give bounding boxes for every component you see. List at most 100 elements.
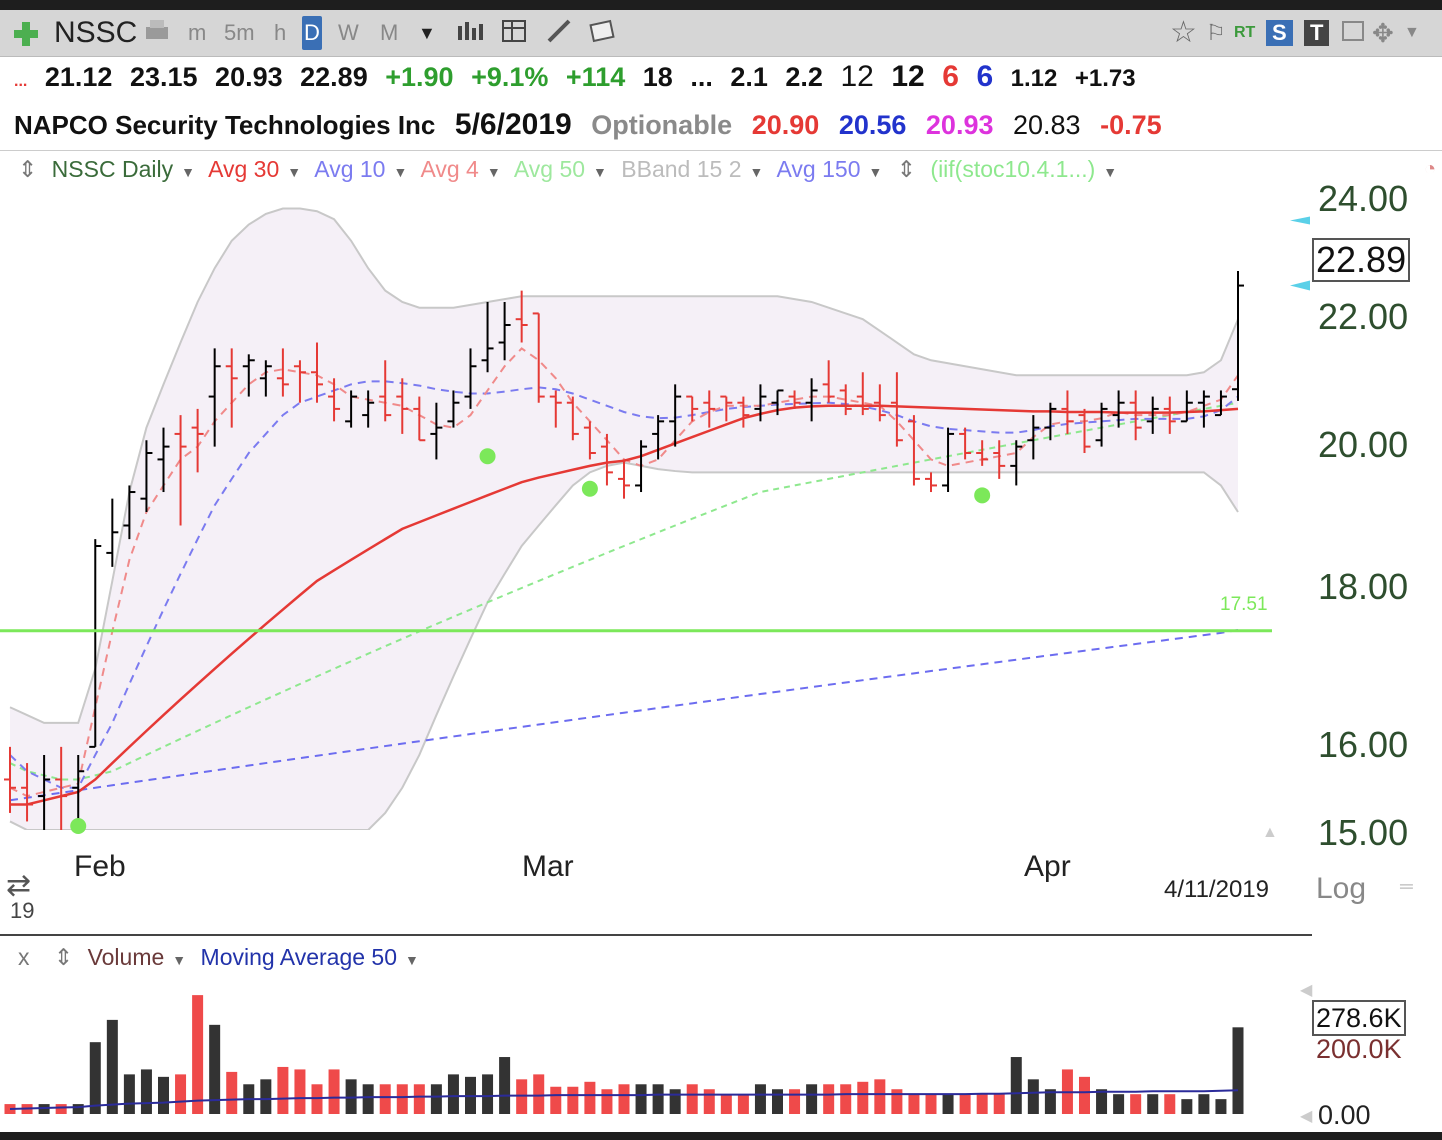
- volume-bar: [379, 1084, 391, 1114]
- ohlc-bar: [1163, 396, 1176, 434]
- bar-chart-icon[interactable]: [454, 16, 484, 50]
- s-menu-button[interactable]: S: [1266, 20, 1293, 46]
- legend-avg4-dropdown-icon[interactable]: ▼: [486, 164, 501, 180]
- symbol-label[interactable]: NSSC: [54, 16, 138, 49]
- ohlc-bar: [788, 390, 801, 409]
- legend-series[interactable]: NSSC Daily: [51, 156, 174, 182]
- volume-bar: [192, 995, 204, 1114]
- legend-avg30-dropdown-icon[interactable]: ▼: [287, 164, 302, 180]
- legend-avg150-dropdown-icon[interactable]: ▼: [868, 164, 883, 180]
- volume-bar: [499, 1057, 511, 1114]
- volume-bar: [550, 1086, 562, 1114]
- volume-bar: [976, 1094, 988, 1114]
- menu-dropdown-icon[interactable]: ▼: [1404, 24, 1420, 41]
- signal-dot: [479, 448, 496, 465]
- panel-separator[interactable]: [0, 934, 1312, 936]
- p4-value: 20.83: [1013, 110, 1081, 140]
- field-v7: 6: [942, 60, 959, 93]
- volume-ma-dropdown-icon[interactable]: ▼: [405, 952, 419, 968]
- interval-dropdown-icon[interactable]: ▼: [418, 23, 436, 43]
- volume-bar: [1096, 1089, 1108, 1114]
- scale-mode-label[interactable]: Log: [1316, 872, 1367, 905]
- volume-bar: [430, 1084, 442, 1114]
- refresh-icon[interactable]: ⇄: [6, 869, 32, 902]
- high-value: 23.15: [129, 62, 198, 92]
- volume-bar: [482, 1074, 494, 1114]
- interval-w-button[interactable]: W: [338, 20, 359, 45]
- ohlc-bar: [191, 408, 204, 473]
- volume-close-icon[interactable]: x: [18, 944, 30, 970]
- window-icon[interactable]: [1340, 16, 1366, 50]
- volume-bar: [1027, 1079, 1039, 1114]
- legend-avg10-dropdown-icon[interactable]: ▼: [393, 164, 408, 180]
- ohlc-bar: [106, 498, 119, 567]
- legend-avg50-dropdown-icon[interactable]: ▼: [593, 164, 607, 180]
- volume-bar: [413, 1084, 425, 1114]
- legend-avg150[interactable]: Avg 150: [776, 156, 861, 182]
- add-symbol-plus-icon[interactable]: [12, 20, 40, 48]
- ohlc-bar: [1061, 390, 1074, 434]
- ohlc-bar: [89, 539, 102, 748]
- volume-series-label[interactable]: Volume: [87, 944, 165, 970]
- legend-avg30[interactable]: Avg 30: [208, 156, 280, 182]
- ohlc-bar: [430, 402, 443, 460]
- signal-dot: [581, 480, 598, 497]
- legend-sort-icon[interactable]: ⇕: [18, 156, 38, 182]
- legend-formula[interactable]: (iif(stoc10.4.1...): [930, 156, 1096, 182]
- ohlc-bar: [532, 312, 545, 403]
- ohlc-bar: [481, 301, 494, 373]
- favorite-star-icon[interactable]: ☆: [1170, 16, 1197, 49]
- volume-chart[interactable]: [0, 940, 1442, 1130]
- field-v3: 2.1: [730, 62, 768, 92]
- corner-settings-icon[interactable]: ◔: [1424, 158, 1437, 180]
- legend-avg50[interactable]: Avg 50: [513, 156, 586, 182]
- interval-h-button[interactable]: h: [274, 20, 287, 45]
- interval-m-button[interactable]: m: [188, 20, 207, 45]
- volume-bar: [175, 1074, 187, 1114]
- scroll-up-icon[interactable]: ▲: [1262, 824, 1278, 841]
- ohlc-bar: [140, 440, 153, 513]
- grid-settings-icon[interactable]: [500, 16, 530, 50]
- ohlc-bar: [276, 348, 289, 397]
- move-cross-icon[interactable]: ✥: [1372, 18, 1394, 48]
- volume-sort-icon[interactable]: ⇕: [53, 944, 74, 970]
- printer-icon[interactable]: [142, 16, 172, 50]
- t-menu-button[interactable]: T: [1304, 20, 1330, 46]
- legend-bband-dropdown-icon[interactable]: ▼: [749, 164, 764, 180]
- volume-dropdown-icon[interactable]: ▼: [172, 952, 187, 968]
- interval-d-button[interactable]: D: [302, 16, 322, 50]
- avg150-line: [9, 628, 1239, 802]
- ohlc-bar: [1044, 402, 1057, 441]
- ohlc-bar: [447, 390, 460, 428]
- note-icon[interactable]: [588, 16, 618, 50]
- realtime-label[interactable]: RT: [1234, 24, 1256, 41]
- ohlc-bar: [737, 396, 750, 428]
- legend-series-dropdown-icon[interactable]: ▼: [181, 164, 195, 180]
- volume-ma-label[interactable]: Moving Average 50: [200, 944, 398, 970]
- quote-row-2: NAPCO Security Technologies Inc 5/6/2019…: [14, 108, 1174, 148]
- ohlc-bar: [959, 427, 972, 460]
- field-v5: 12: [840, 60, 874, 93]
- legend-sort2-icon[interactable]: ⇕: [896, 156, 917, 182]
- ohlc-bar: [38, 754, 51, 830]
- ohlc-bar: [1214, 390, 1227, 417]
- draw-pencil-icon[interactable]: [544, 16, 574, 50]
- signal-dot: [70, 818, 87, 834]
- volume-bar: [789, 1089, 801, 1114]
- legend-avg4[interactable]: Avg 4: [420, 156, 479, 182]
- legend-avg10[interactable]: Avg 10: [314, 156, 386, 182]
- price-chart[interactable]: [0, 150, 1442, 934]
- volume-bar: [652, 1084, 664, 1114]
- legend-formula-dropdown-icon[interactable]: ▼: [1103, 164, 1118, 180]
- ohlc-bar: [174, 415, 187, 526]
- volume-bar: [1198, 1094, 1210, 1114]
- legend-bband[interactable]: BBand 15 2: [621, 156, 742, 182]
- volume-bar: [1113, 1094, 1125, 1114]
- field-v9: 1.12: [1010, 65, 1058, 92]
- volume-ma-line: [9, 1089, 1239, 1111]
- interval-month-button[interactable]: M: [380, 20, 399, 45]
- interval-5m-button[interactable]: 5m: [224, 20, 255, 45]
- flag-icon[interactable]: ⚐: [1206, 20, 1226, 45]
- volume-bar: [1215, 1099, 1227, 1114]
- scale-menu-icon[interactable]: ═: [1400, 876, 1413, 896]
